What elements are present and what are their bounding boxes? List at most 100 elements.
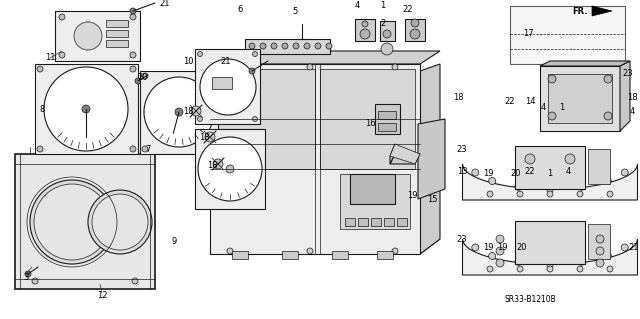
Polygon shape — [55, 11, 140, 61]
Circle shape — [326, 43, 332, 49]
Polygon shape — [210, 239, 440, 254]
Circle shape — [392, 248, 398, 254]
Circle shape — [198, 137, 262, 201]
Text: 21: 21 — [628, 242, 639, 251]
Circle shape — [191, 106, 201, 116]
Polygon shape — [210, 64, 420, 254]
Circle shape — [596, 259, 604, 267]
Circle shape — [496, 235, 504, 243]
Polygon shape — [350, 174, 395, 204]
Circle shape — [200, 59, 256, 115]
Text: 18: 18 — [627, 93, 637, 101]
Bar — [378, 123, 396, 131]
Circle shape — [249, 43, 255, 49]
Polygon shape — [540, 61, 630, 66]
Circle shape — [515, 258, 522, 265]
Polygon shape — [282, 251, 298, 259]
Polygon shape — [463, 239, 637, 275]
Polygon shape — [375, 104, 400, 134]
Polygon shape — [463, 164, 637, 200]
Circle shape — [489, 253, 495, 260]
Circle shape — [304, 43, 310, 49]
Text: 3: 3 — [23, 272, 29, 281]
Circle shape — [59, 14, 65, 20]
Circle shape — [496, 259, 504, 267]
Bar — [384, 218, 394, 226]
Circle shape — [92, 194, 148, 250]
Text: 17: 17 — [523, 29, 533, 39]
Circle shape — [362, 21, 368, 27]
Text: 19: 19 — [497, 242, 508, 251]
Circle shape — [227, 64, 233, 70]
Circle shape — [604, 177, 611, 184]
Polygon shape — [215, 69, 315, 169]
Circle shape — [392, 64, 398, 70]
Polygon shape — [540, 66, 620, 131]
Circle shape — [472, 169, 479, 176]
Text: 16: 16 — [365, 120, 375, 129]
Polygon shape — [320, 69, 415, 169]
Circle shape — [44, 67, 128, 151]
Circle shape — [604, 112, 612, 120]
Polygon shape — [332, 251, 348, 259]
Bar — [378, 111, 396, 119]
Text: SR33-B1210B: SR33-B1210B — [504, 294, 556, 303]
Circle shape — [472, 244, 479, 251]
Circle shape — [383, 30, 391, 38]
Circle shape — [144, 77, 214, 147]
Polygon shape — [390, 144, 395, 164]
Bar — [397, 218, 407, 226]
Circle shape — [210, 146, 216, 152]
Text: 13: 13 — [457, 167, 467, 175]
Circle shape — [381, 43, 393, 55]
Circle shape — [37, 146, 43, 152]
Bar — [588, 224, 610, 259]
Polygon shape — [515, 146, 585, 189]
Circle shape — [487, 191, 493, 197]
Polygon shape — [195, 129, 265, 209]
Text: 22: 22 — [505, 97, 515, 106]
Circle shape — [578, 258, 585, 265]
Text: 7: 7 — [145, 145, 150, 154]
Circle shape — [198, 116, 202, 122]
Text: 18: 18 — [198, 132, 209, 142]
Text: 11: 11 — [45, 54, 55, 63]
Polygon shape — [195, 49, 260, 124]
Text: 14: 14 — [525, 97, 535, 106]
Text: FR.: FR. — [573, 6, 588, 16]
Circle shape — [517, 266, 523, 272]
Circle shape — [130, 14, 136, 20]
Bar — [358, 218, 368, 226]
Circle shape — [496, 247, 504, 255]
Circle shape — [59, 52, 65, 58]
Circle shape — [130, 52, 136, 58]
Circle shape — [307, 248, 313, 254]
Text: 23: 23 — [457, 234, 467, 243]
Circle shape — [198, 51, 202, 56]
Text: 6: 6 — [237, 4, 243, 13]
Circle shape — [577, 266, 583, 272]
Text: 15: 15 — [427, 195, 437, 204]
Circle shape — [30, 180, 114, 264]
Text: 2: 2 — [380, 19, 386, 28]
Circle shape — [547, 191, 553, 197]
Circle shape — [621, 169, 628, 176]
Text: 18: 18 — [182, 108, 193, 116]
Text: 4: 4 — [565, 167, 571, 176]
Polygon shape — [515, 221, 585, 264]
Circle shape — [226, 165, 234, 173]
Circle shape — [525, 154, 535, 164]
Circle shape — [307, 64, 313, 70]
Circle shape — [293, 43, 299, 49]
Circle shape — [88, 190, 152, 254]
Circle shape — [547, 260, 554, 267]
Text: 21: 21 — [221, 57, 231, 66]
Circle shape — [596, 247, 604, 255]
Text: 18: 18 — [452, 93, 463, 101]
Text: 4: 4 — [540, 102, 546, 112]
Circle shape — [411, 19, 419, 27]
Circle shape — [213, 159, 223, 169]
Text: 19: 19 — [483, 169, 493, 179]
Polygon shape — [340, 174, 410, 229]
Bar — [106, 30, 128, 37]
